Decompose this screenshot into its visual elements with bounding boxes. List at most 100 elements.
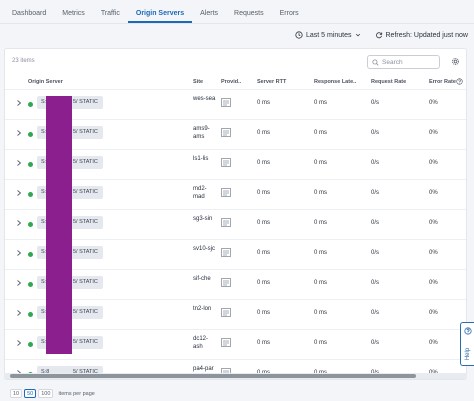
server-suffix: 5/ STATIC bbox=[73, 249, 98, 255]
error-rate-cell: 0% bbox=[429, 130, 438, 136]
page-size-50[interactable]: 50 bbox=[24, 389, 37, 398]
page-size-100[interactable]: 100 bbox=[38, 389, 54, 398]
table-row[interactable]: S:8 5/ STATIC sv10-sjc 0 ms 0 ms 0/s 0% bbox=[5, 239, 466, 269]
request-rate-cell: 0/s bbox=[371, 280, 380, 286]
chevron-right-icon[interactable] bbox=[16, 249, 22, 257]
help-circle-icon[interactable] bbox=[456, 78, 463, 85]
site-cell: sv10-sjc bbox=[193, 246, 216, 252]
error-rate-cell: 0% bbox=[429, 160, 438, 166]
server-rtt-cell: 0 ms bbox=[257, 130, 271, 136]
request-rate-cell: 0/s bbox=[371, 310, 380, 316]
tab-requests[interactable]: Requests bbox=[234, 10, 264, 17]
chevron-right-icon[interactable] bbox=[16, 159, 22, 167]
clock-icon bbox=[295, 31, 303, 39]
table-row[interactable]: S:8 5/ STATIC ls1-lis 0 ms 0 ms 0/s 0% bbox=[5, 149, 466, 179]
status-dot bbox=[28, 192, 33, 197]
error-rate-cell: 0% bbox=[429, 280, 438, 286]
provider-icon bbox=[221, 158, 231, 167]
table-row[interactable]: S:8 5/ STATIC ams9-ams 0 ms 0 ms 0/s 0% bbox=[5, 119, 466, 149]
server-suffix: 5/ STATIC bbox=[73, 159, 98, 165]
provider-icon bbox=[221, 278, 231, 287]
chevron-right-icon[interactable] bbox=[16, 99, 22, 107]
origin-servers-panel: 23 items Search Origin Server Site Provi… bbox=[4, 48, 467, 380]
nav-tabs: Dashboard Metrics Traffic Origin Servers Ale… bbox=[0, 0, 474, 24]
chevron-right-icon[interactable] bbox=[16, 339, 22, 347]
tab-alerts[interactable]: Alerts bbox=[200, 10, 219, 17]
response-latency-cell: 0 ms bbox=[314, 280, 328, 286]
chevron-right-icon[interactable] bbox=[16, 279, 22, 287]
response-latency-cell: 0 ms bbox=[314, 160, 328, 166]
column-origin-server[interactable]: Origin Server bbox=[28, 79, 63, 85]
server-rtt-cell: 0 ms bbox=[257, 160, 271, 166]
provider-icon bbox=[221, 98, 231, 107]
tab-traffic[interactable]: Traffic bbox=[100, 10, 120, 17]
tab-errors[interactable]: Errors bbox=[279, 10, 299, 17]
provider-icon bbox=[221, 248, 231, 257]
error-rate-cell: 0% bbox=[429, 250, 438, 256]
items-count: 23 items bbox=[12, 58, 35, 64]
search-input[interactable]: Search bbox=[367, 55, 440, 69]
response-latency-cell: 0 ms bbox=[314, 220, 328, 226]
request-rate-cell: 0/s bbox=[371, 100, 380, 106]
column-request-rate[interactable]: Request Rate bbox=[371, 79, 407, 85]
help-circle-icon bbox=[464, 327, 472, 335]
response-latency-cell: 0 ms bbox=[314, 130, 328, 136]
response-latency-cell: 0 ms bbox=[314, 100, 328, 106]
pagination: 10 50 100 items per page bbox=[10, 389, 95, 398]
server-rtt-cell: 0 ms bbox=[257, 220, 271, 226]
error-rate-cell: 0% bbox=[429, 310, 438, 316]
chevron-right-icon[interactable] bbox=[16, 129, 22, 137]
column-provider[interactable]: Provid.. bbox=[221, 79, 242, 85]
page-size-10[interactable]: 10 bbox=[10, 389, 23, 398]
server-suffix: 5/ STATIC bbox=[73, 129, 98, 135]
column-response-latency[interactable]: Response Late.. bbox=[314, 79, 357, 85]
server-prefix: S:8 bbox=[41, 279, 49, 285]
server-rtt-cell: 0 ms bbox=[257, 250, 271, 256]
table-row[interactable]: S:8 5/ STATIC wes-sea 0 ms 0 ms 0/s 0% bbox=[5, 89, 466, 119]
site-cell: sif-che bbox=[193, 276, 211, 282]
column-server-rtt[interactable]: Server RTT bbox=[257, 79, 287, 85]
server-suffix: 5/ STATIC bbox=[73, 219, 98, 225]
chevron-right-icon[interactable] bbox=[16, 219, 22, 227]
column-error-rate[interactable]: Error Rate bbox=[429, 79, 456, 85]
site-cell: md2-mad bbox=[193, 186, 207, 200]
tab-origin-servers[interactable]: Origin Servers bbox=[127, 10, 193, 23]
time-range-dropdown[interactable]: Last 5 minutes bbox=[295, 31, 361, 39]
tab-metrics[interactable]: Metrics bbox=[62, 10, 85, 17]
table-row[interactable]: S:8 5/ STATIC sg3-sin 0 ms 0 ms 0/s 0% bbox=[5, 209, 466, 239]
time-range-label: Last 5 minutes bbox=[305, 31, 352, 39]
site-cell: tn2-lon bbox=[193, 306, 212, 312]
gear-icon[interactable] bbox=[451, 57, 460, 66]
server-rtt-cell: 0 ms bbox=[257, 100, 271, 106]
chevron-right-icon[interactable] bbox=[16, 309, 22, 317]
table-row[interactable]: S:8 5/ STATIC tn2-lon 0 ms 0 ms 0/s 0% bbox=[5, 299, 466, 329]
status-dot bbox=[28, 102, 33, 107]
response-latency-cell: 0 ms bbox=[314, 250, 328, 256]
column-site[interactable]: Site bbox=[193, 79, 204, 85]
server-suffix: 5/ STATIC bbox=[73, 99, 98, 105]
request-rate-cell: 0/s bbox=[371, 130, 380, 136]
horizontal-scrollbar[interactable] bbox=[10, 374, 416, 378]
server-prefix: S:8 bbox=[41, 129, 49, 135]
refresh-button[interactable]: Refresh: Updated just now bbox=[375, 31, 468, 39]
toolbar: Last 5 minutes Refresh: Updated just now bbox=[295, 28, 468, 42]
status-dot bbox=[28, 252, 33, 257]
tab-dashboard[interactable]: Dashboard bbox=[12, 10, 47, 17]
redaction-bar bbox=[46, 96, 72, 354]
server-prefix: S:8 bbox=[41, 249, 49, 255]
response-latency-cell: 0 ms bbox=[314, 310, 328, 316]
help-label: Help bbox=[465, 347, 471, 361]
help-tab[interactable]: Help bbox=[460, 322, 474, 366]
chevron-right-icon[interactable] bbox=[16, 189, 22, 197]
status-dot bbox=[28, 162, 33, 167]
error-rate-cell: 0% bbox=[429, 220, 438, 226]
server-prefix: S:8 bbox=[41, 339, 49, 345]
table-row[interactable]: S:8 5/ STATIC md2-mad 0 ms 0 ms 0/s 0% bbox=[5, 179, 466, 209]
provider-icon bbox=[221, 128, 231, 137]
site-cell: ams9-ams bbox=[193, 126, 210, 140]
table-row[interactable]: S:8 5/ STATIC dc12-ash 0 ms 0 ms 0/s 0% bbox=[5, 329, 466, 359]
server-rtt-cell: 0 ms bbox=[257, 190, 271, 196]
server-rtt-cell: 0 ms bbox=[257, 280, 271, 286]
table-row[interactable]: S:8 5/ STATIC sif-che 0 ms 0 ms 0/s 0% bbox=[5, 269, 466, 299]
server-prefix: S:8 bbox=[41, 309, 49, 315]
